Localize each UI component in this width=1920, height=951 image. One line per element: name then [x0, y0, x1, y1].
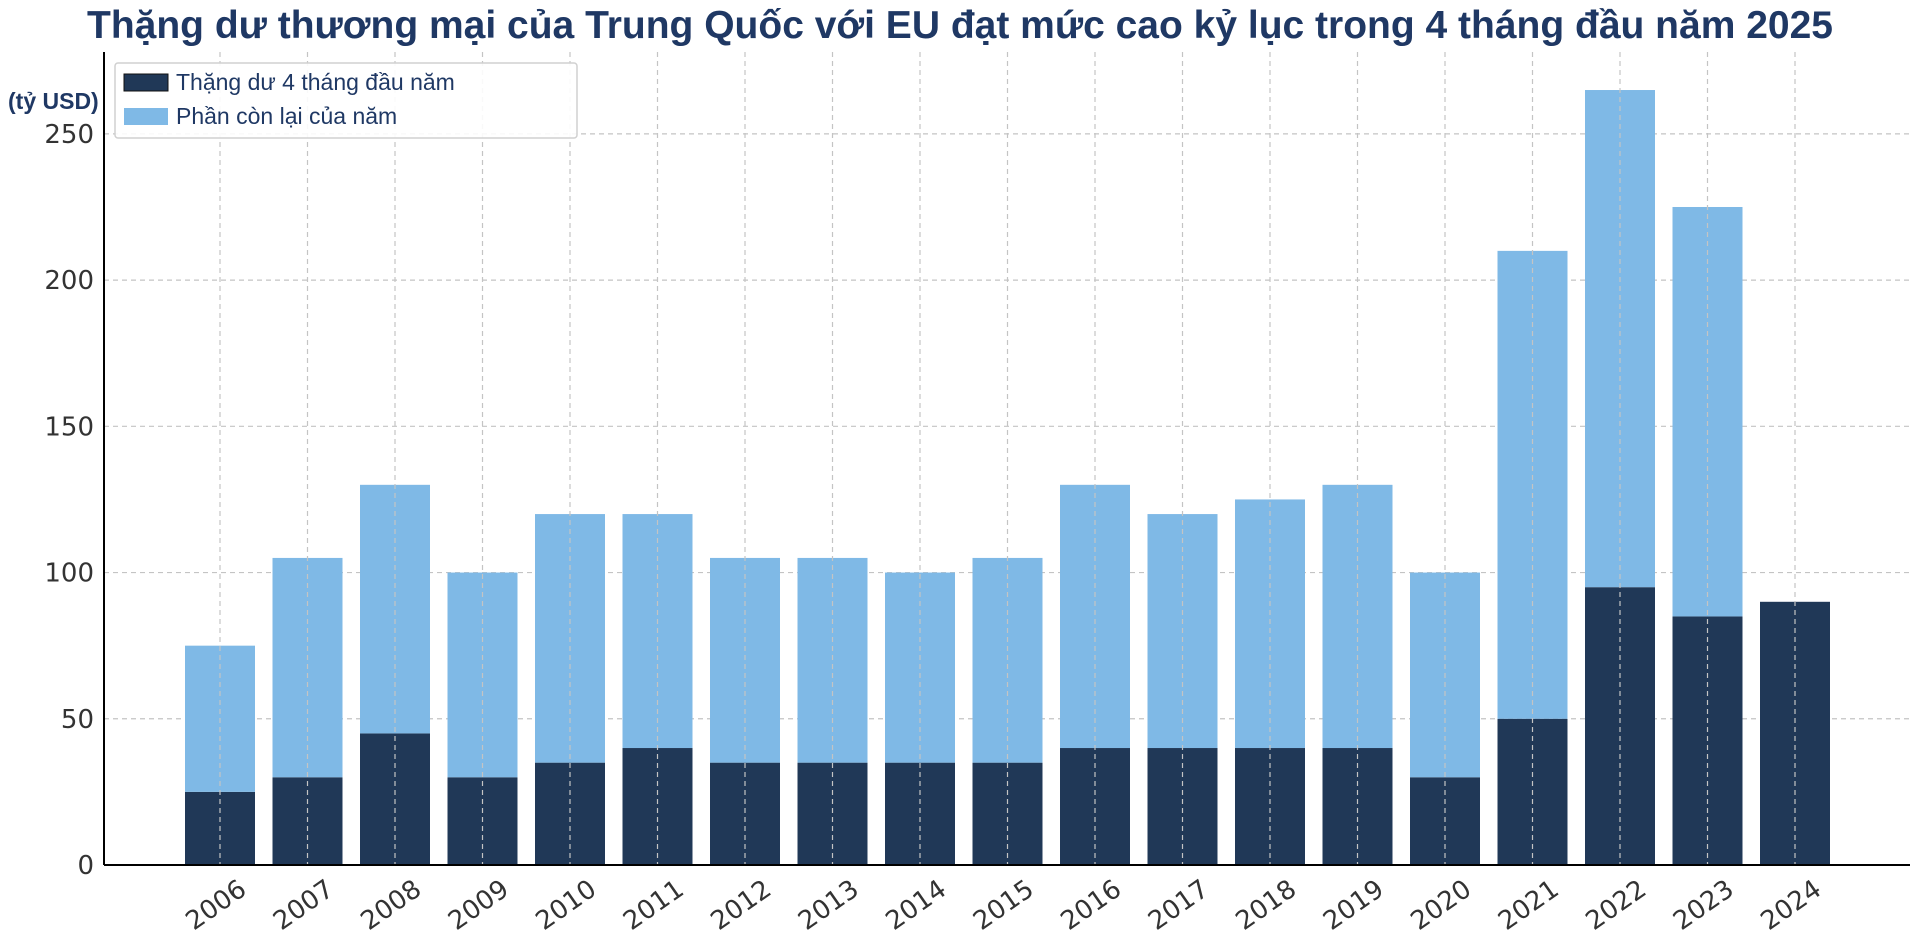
- x-tick-label: 2024: [1756, 874, 1827, 937]
- x-tick-label: 2009: [443, 874, 514, 937]
- x-tick-label: 2012: [706, 874, 777, 937]
- x-tick-label: 2010: [531, 874, 602, 937]
- y-tick-label: 200: [44, 266, 94, 296]
- x-tick-label: 2013: [793, 874, 864, 937]
- x-tick-labels: 2006 2007 2008 2009 2010 2011 2012 2013 2014 2015…: [181, 874, 1827, 937]
- x-tick-label: 2007: [268, 874, 339, 937]
- x-tick-label: 2018: [1231, 874, 1302, 937]
- chart-title: Thặng dư thương mại của Trung Quốc với E…: [87, 4, 1833, 47]
- legend-swatch: [124, 108, 168, 125]
- y-tick-label: 150: [44, 412, 94, 442]
- y-tick-label: 0: [77, 851, 94, 881]
- bar-segment-first-four-months: [535, 762, 605, 865]
- x-tick-label: 2011: [618, 874, 689, 937]
- legend-box: [114, 62, 578, 139]
- bar-segment-first-four-months: [797, 762, 868, 865]
- y-tick-label: 250: [44, 120, 94, 150]
- bar-segment-first-four-months: [710, 762, 780, 865]
- legend-label: Thặng dư 4 tháng đầu năm: [176, 69, 455, 95]
- x-tick-label: 2020: [1406, 874, 1477, 937]
- legend: Thặng dư 4 tháng đầu năm Phần còn lại của…: [114, 62, 578, 139]
- x-tick-label: 2016: [1056, 874, 1127, 937]
- x-tick-label: 2014: [881, 874, 952, 937]
- bar-segment-first-four-months: [972, 762, 1043, 865]
- y-tick-labels: 0 50 100 150 200 250: [44, 120, 94, 881]
- legend-swatch: [123, 73, 169, 92]
- bar-segment-first-four-months: [885, 762, 955, 865]
- x-tick-label: 2006: [181, 874, 252, 937]
- x-tick-label: 2022: [1581, 874, 1652, 937]
- x-tick-label: 2023: [1668, 874, 1739, 937]
- vertical-gridlines: [219, 52, 1796, 865]
- y-tick-label: 100: [44, 559, 94, 589]
- y-axis-unit-label: (tỷ USD): [8, 88, 99, 114]
- legend-label: Phần còn lại của năm: [176, 103, 397, 129]
- x-tick-label: 2021: [1493, 874, 1564, 937]
- x-tick-label: 2019: [1318, 874, 1389, 937]
- x-tick-label: 2015: [968, 874, 1039, 937]
- axes: [103, 52, 1910, 866]
- y-tick-label: 50: [61, 705, 94, 735]
- x-tick-label: 2008: [356, 874, 427, 937]
- x-tick-label: 2017: [1143, 874, 1214, 937]
